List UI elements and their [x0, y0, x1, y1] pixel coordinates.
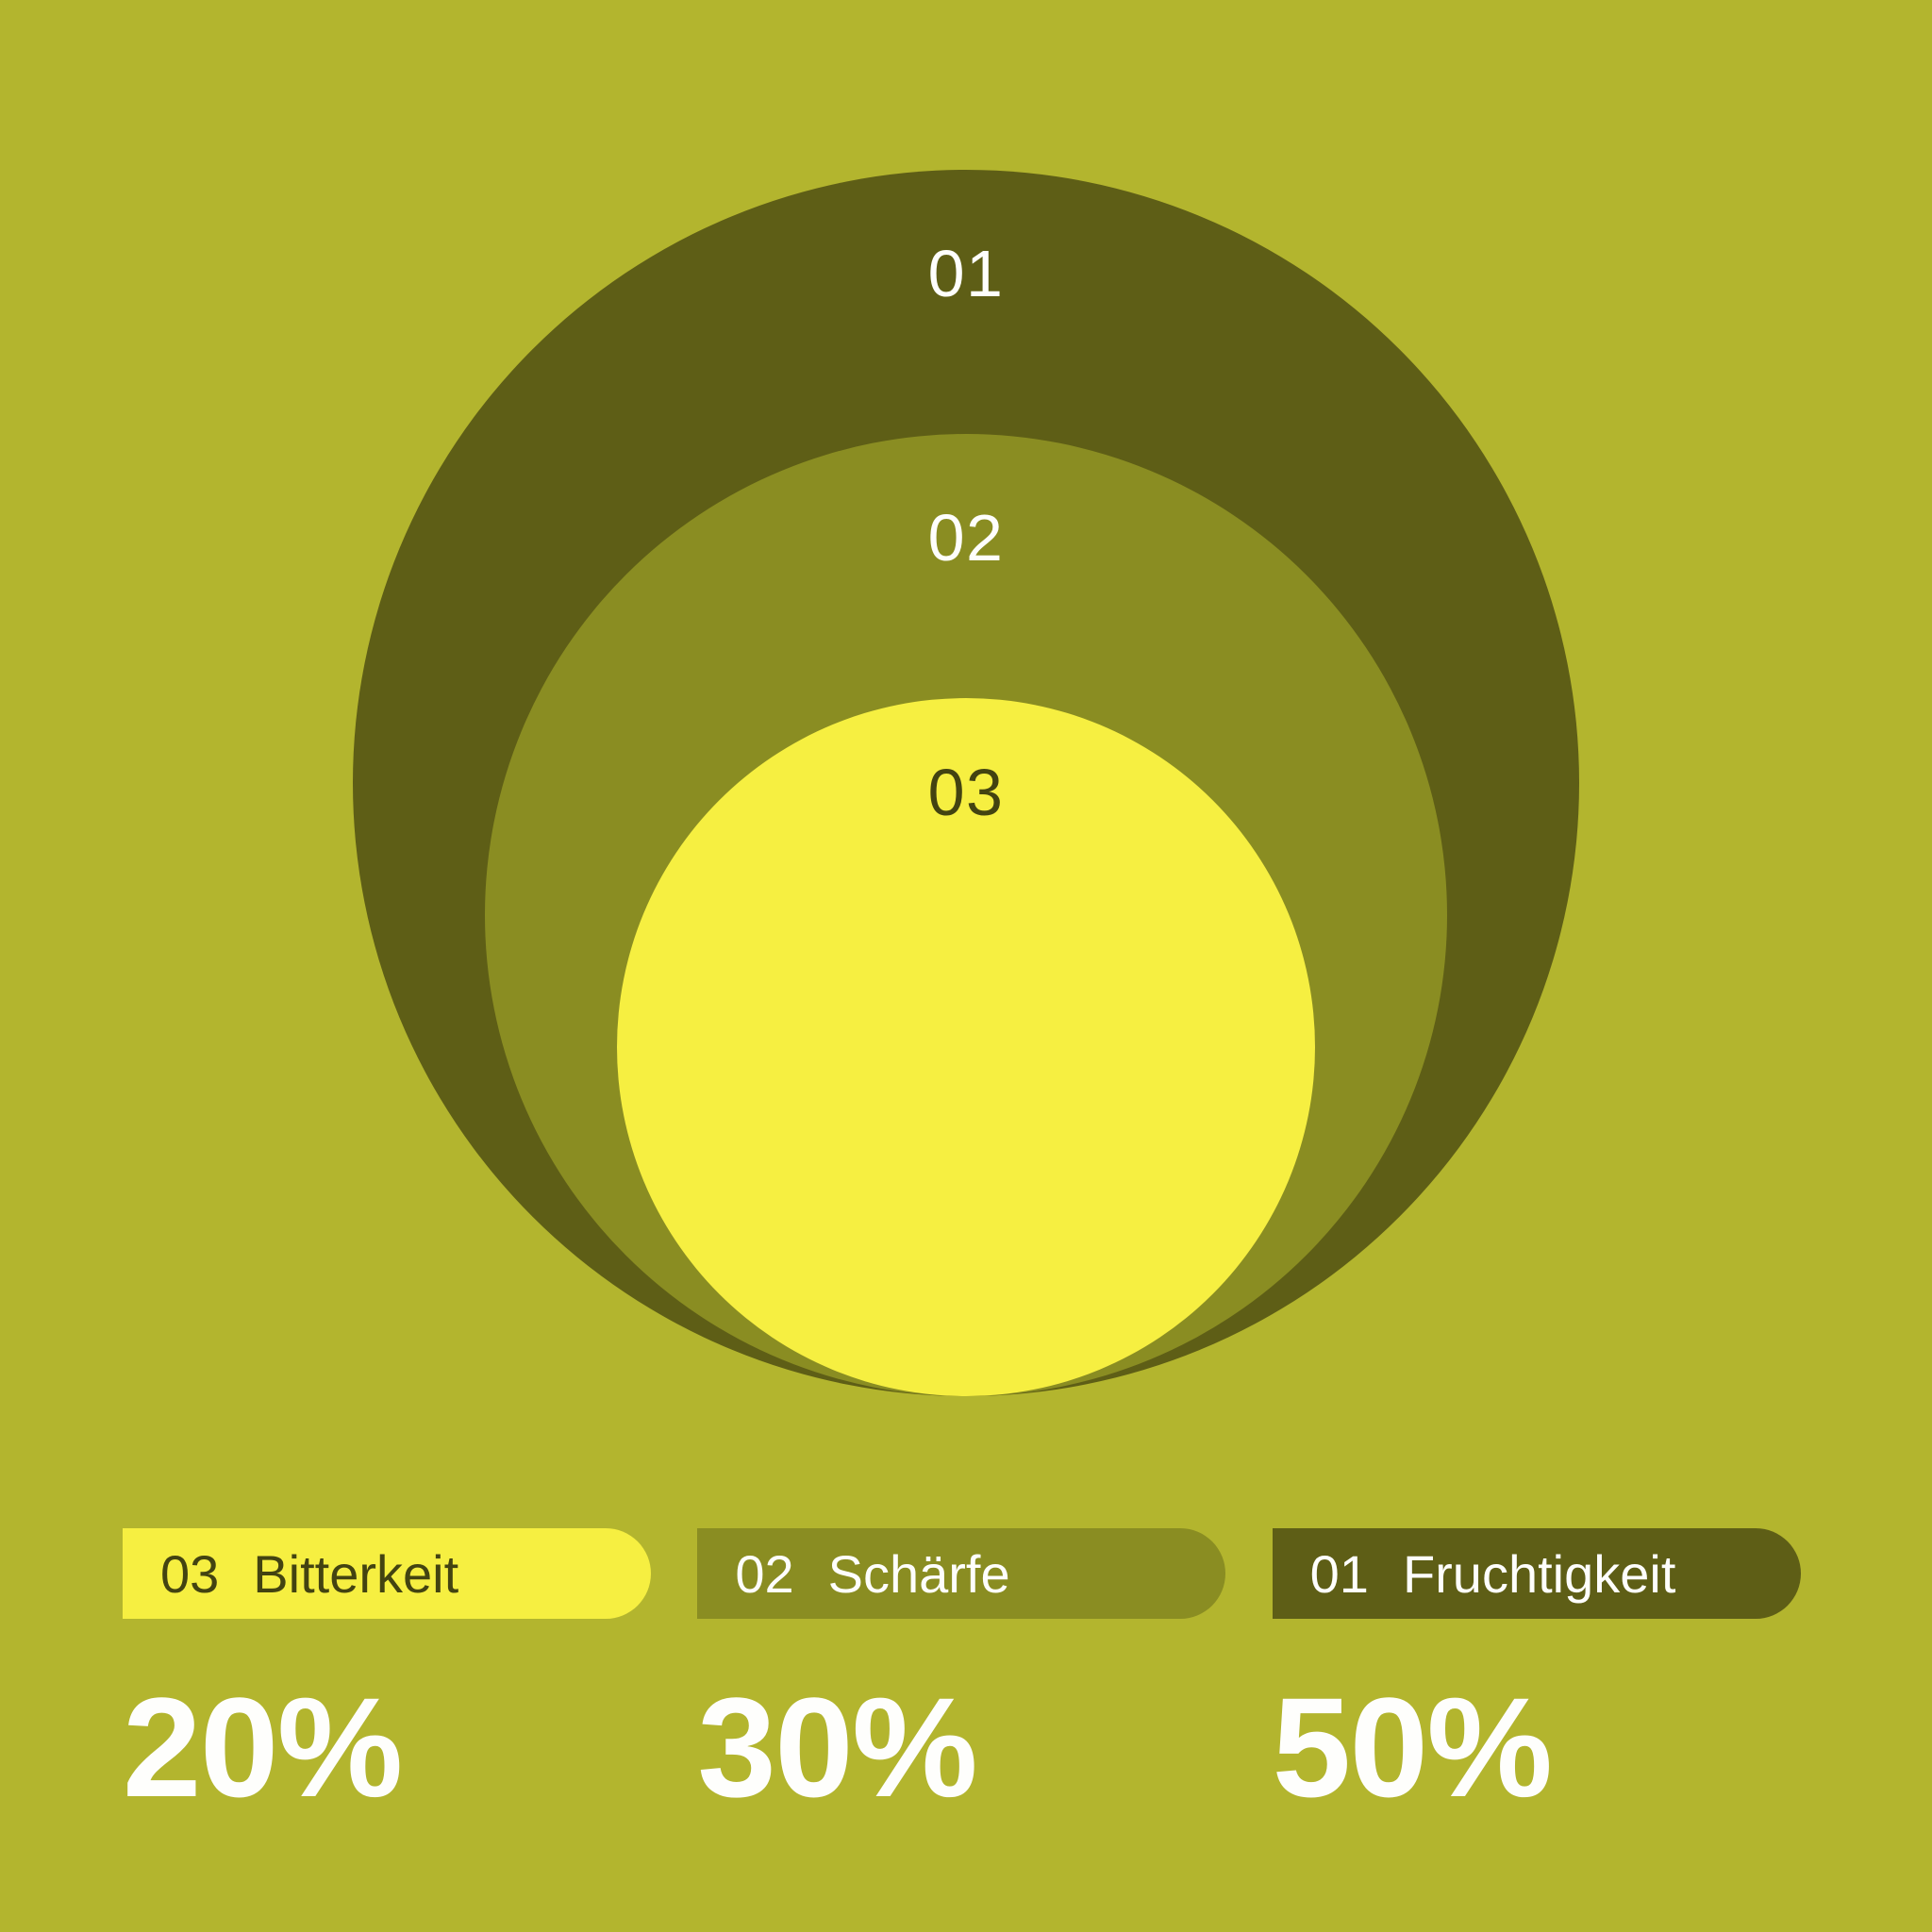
infographic-canvas: 01 02 03 03 Bitterkeit 20% 02 Schärfe 30… [0, 0, 1932, 1932]
legend-pct-01: 50% [1273, 1666, 1809, 1829]
legend: 03 Bitterkeit 20% 02 Schärfe 30% 01 Fruc… [123, 1528, 1809, 1829]
circle-03-label: 03 [928, 755, 1005, 830]
legend-label-01: Fruchtigkeit [1403, 1543, 1675, 1605]
legend-num-03: 03 [160, 1543, 219, 1605]
legend-pill-03: 03 Bitterkeit [123, 1528, 651, 1619]
legend-item-02: 02 Schärfe 30% [697, 1528, 1234, 1829]
circle-01-label: 01 [928, 236, 1005, 311]
legend-pct-02: 30% [697, 1666, 1234, 1829]
legend-item-03: 03 Bitterkeit 20% [123, 1528, 659, 1829]
circle-02-label: 02 [928, 500, 1005, 575]
legend-num-02: 02 [735, 1543, 793, 1605]
legend-pill-01: 01 Fruchtigkeit [1273, 1528, 1801, 1619]
legend-pct-03: 20% [123, 1666, 659, 1829]
legend-label-03: Bitterkeit [253, 1543, 458, 1605]
legend-label-02: Schärfe [828, 1543, 1010, 1605]
legend-num-01: 01 [1310, 1543, 1369, 1605]
legend-item-01: 01 Fruchtigkeit 50% [1273, 1528, 1809, 1829]
nested-circle-chart: 01 02 03 [353, 170, 1579, 1396]
legend-pill-02: 02 Schärfe [697, 1528, 1225, 1619]
circle-03: 03 [617, 698, 1315, 1396]
